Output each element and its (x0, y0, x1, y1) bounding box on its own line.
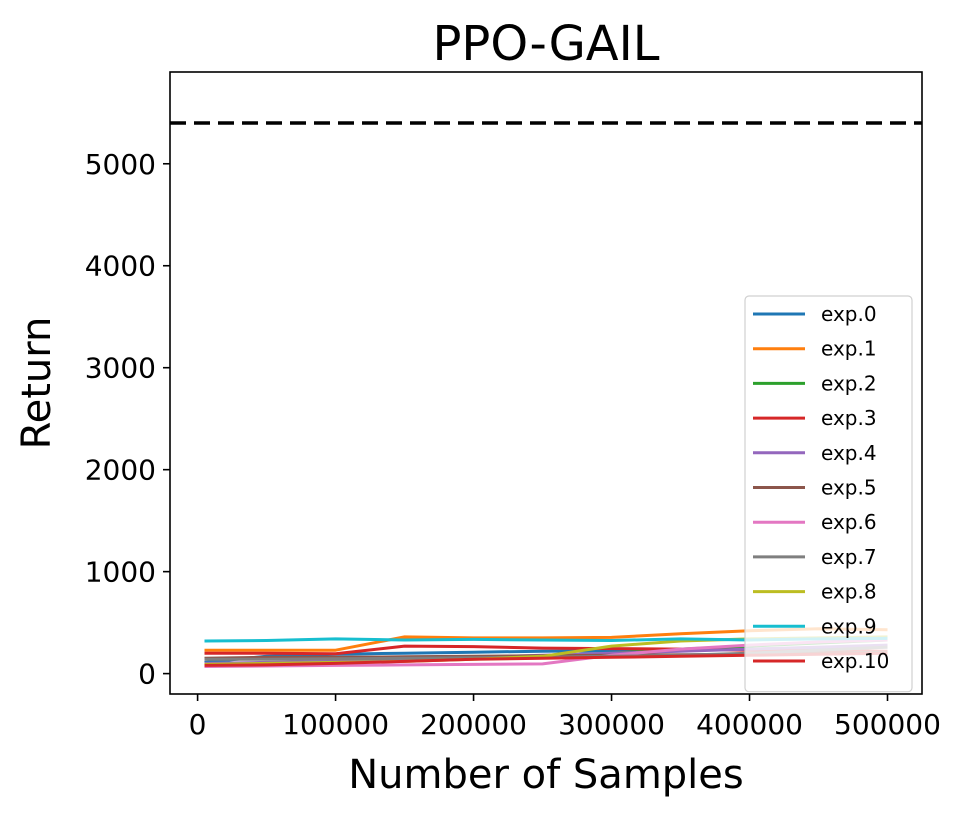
x-tick-label: 200000 (420, 708, 527, 741)
axis-ticks: 0 100000 200000 300000 400000 500000 0 1000 2000… (85, 148, 941, 741)
y-axis-title: Return (14, 317, 60, 450)
legend-label: exp.7 (821, 545, 877, 569)
legend-label: exp.10 (821, 649, 889, 673)
y-tick-label: 5000 (85, 148, 156, 181)
x-tick-label: 300000 (558, 708, 665, 741)
legend: exp.0 exp.1 exp.2 exp.3 exp.4 exp.5 exp.6 exp.7… (744, 295, 913, 693)
legend-label: exp.3 (821, 406, 877, 430)
x-tick-label: 400000 (696, 708, 803, 741)
legend-label: exp.0 (821, 302, 877, 326)
legend-label: exp.6 (821, 510, 877, 534)
x-axis-title: Number of Samples (348, 752, 744, 798)
legend-label: exp.2 (821, 371, 877, 395)
x-tick-label: 100000 (282, 708, 389, 741)
y-tick-label: 1000 (85, 556, 156, 589)
y-tick-label: 3000 (85, 352, 156, 385)
y-tick-label: 2000 (85, 454, 156, 487)
x-tick-label: 0 (189, 708, 207, 741)
x-tick-label: 500000 (834, 708, 941, 741)
legend-label: exp.8 (821, 580, 877, 604)
y-tick-label: 4000 (85, 250, 156, 283)
plot-area (169, 71, 923, 695)
legend-label: exp.9 (821, 614, 877, 638)
y-tick-label: 0 (138, 658, 156, 691)
chart-title: PPO-GAIL (432, 16, 659, 72)
legend-label: exp.5 (821, 476, 877, 500)
legend-label: exp.4 (821, 441, 877, 465)
legend-label: exp.1 (821, 337, 877, 361)
